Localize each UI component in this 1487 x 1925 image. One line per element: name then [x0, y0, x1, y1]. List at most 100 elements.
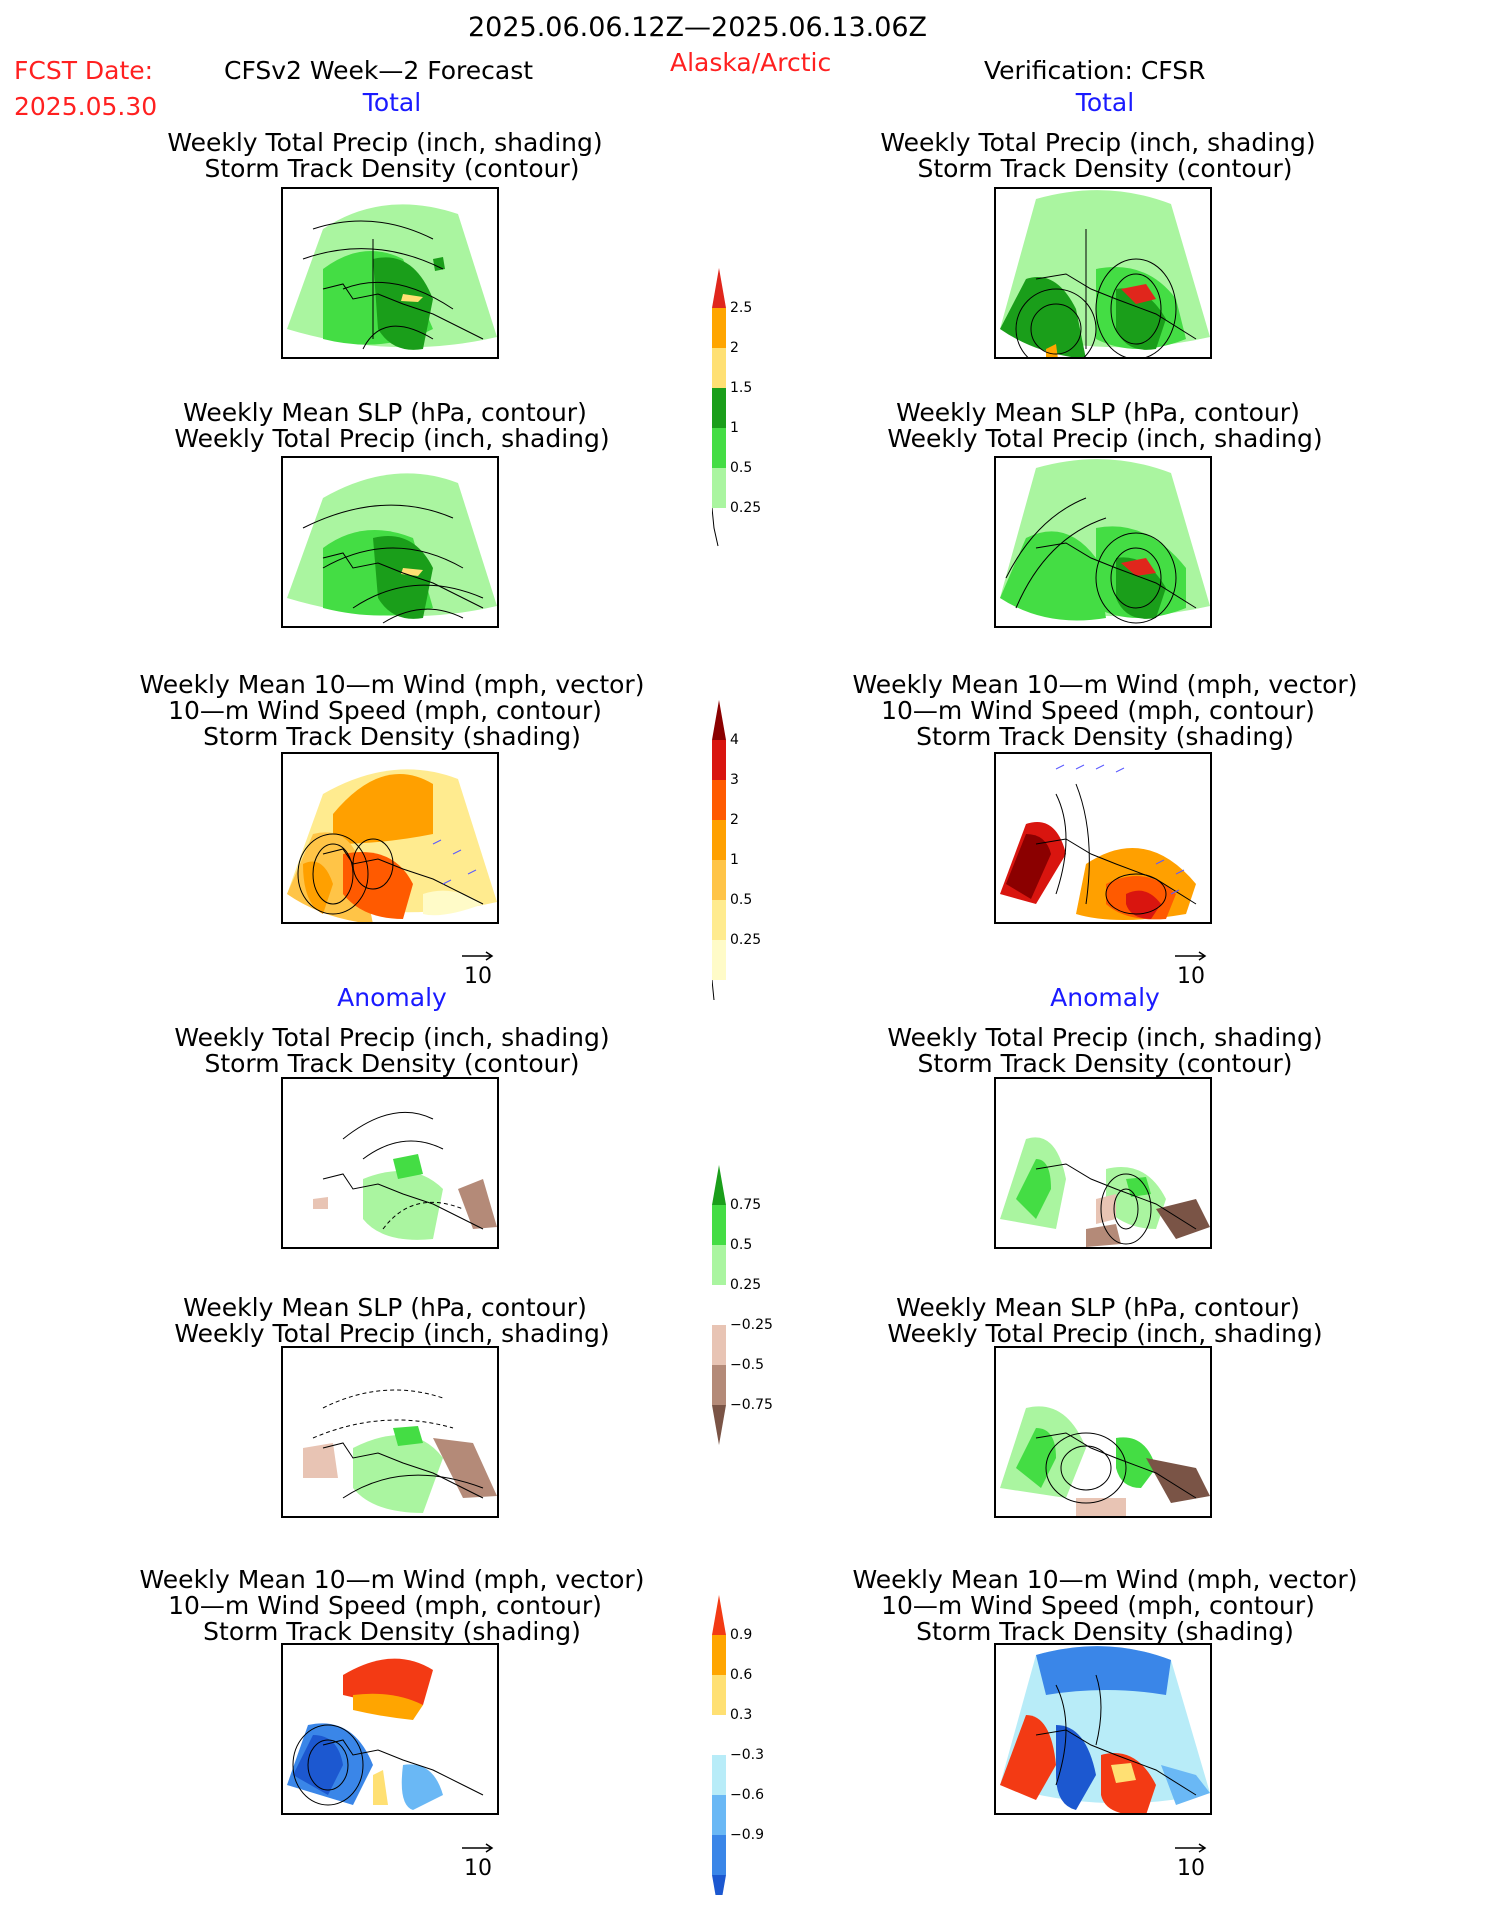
colorbar-segment [712, 1205, 726, 1245]
title-r1-left-2: Storm Track Density (contour) [204, 154, 580, 183]
fcst-label: FCST Date: [14, 56, 154, 85]
colorbar-tail [712, 507, 719, 547]
colorbar-total-precip: 2.5 2 1.5 1 0.5 0.25 [712, 268, 792, 548]
colorbar-segment [712, 1405, 726, 1445]
region-title: Alaska/Arctic [670, 48, 832, 77]
title-r1-left-1: Weekly Total Precip (inch, shading) [167, 128, 603, 157]
colorbar-tick-label: 1 [730, 852, 739, 868]
map-total-wind-verification [994, 752, 1212, 924]
colorbar-segment [712, 1635, 726, 1675]
title-r3-right-3: Storm Track Density (shading) [916, 722, 1294, 751]
section-anomaly-right: Anomaly [1050, 983, 1160, 1012]
map-anomaly-precip-forecast [281, 1077, 499, 1249]
colorbar-segment [712, 1245, 726, 1285]
colorbar-tick-label: 0.5 [730, 460, 753, 476]
colorbar-segment [712, 308, 726, 348]
colorbar-segment [712, 860, 726, 900]
colorbar-tick-label: 2 [730, 812, 739, 828]
colorbar-segment [712, 1285, 726, 1325]
colorbar-segment [712, 1325, 726, 1365]
colorbar-tick-label: −0.6 [730, 1787, 764, 1803]
colorbar-anomaly-storm-density: 0.9 0.6 0.3 −0.3 −0.6 −0.9 [712, 1595, 792, 1895]
fcst-date: 2025.05.30 [14, 92, 158, 121]
colorbar-segment [712, 1795, 726, 1835]
arrow-right-icon [462, 951, 494, 961]
colorbar-segment [712, 1365, 726, 1405]
map-total-precip-forecast [281, 187, 499, 359]
colorbar-total-storm-density: 4 3 2 1 0.5 0.25 [712, 700, 792, 1000]
title-r6-left-3: Storm Track Density (shading) [203, 1617, 581, 1646]
colorbar-segment [712, 820, 726, 860]
colorbar-tick-label: 1.5 [730, 380, 753, 396]
map-total-slp-forecast [281, 456, 499, 628]
colorbar-tick-label: −0.5 [730, 1357, 764, 1373]
title-r5-left-1: Weekly Mean SLP (hPa, contour) [183, 1293, 587, 1322]
colorbar-tick-label: 3 [730, 772, 739, 788]
map-total-precip-verification [994, 187, 1212, 359]
colorbar-tick-label: 0.75 [730, 1197, 762, 1213]
title-r3-right-1: Weekly Mean 10—m Wind (mph, vector) [852, 670, 1358, 699]
vector-ref-total-right: 10 [1171, 948, 1211, 989]
colorbar-svg [712, 268, 726, 547]
vector-ref-total-left: 10 [458, 948, 498, 989]
colorbar-tick-label: 0.25 [730, 500, 762, 516]
title-r2-right-2: Weekly Total Precip (inch, shading) [887, 424, 1323, 453]
title-r6-right-1: Weekly Mean 10—m Wind (mph, vector) [852, 1565, 1358, 1594]
colorbar-segment [712, 1165, 726, 1205]
colorbar-svg [712, 1165, 726, 1445]
vector-ref-label: 10 [1177, 964, 1205, 989]
title-r2-left-2: Weekly Total Precip (inch, shading) [174, 424, 610, 453]
colorbar-segment [712, 900, 726, 940]
colorbar-segment [712, 1675, 726, 1715]
colorbar-tail [712, 979, 715, 1000]
colorbar-segment [712, 1595, 726, 1635]
colorbar-tick-label: 2.5 [730, 300, 753, 316]
colorbar-tick-label: 4 [730, 732, 739, 748]
colorbar-segment [712, 740, 726, 780]
colorbar-tick-label: 2 [730, 340, 739, 356]
verification-title: Verification: CFSR [984, 56, 1206, 85]
title-r6-right-3: Storm Track Density (shading) [916, 1617, 1294, 1646]
colorbar-tick-label: 0.25 [730, 932, 762, 948]
colorbar-tick-label: −0.3 [730, 1747, 764, 1763]
title-r6-left-2: 10—m Wind Speed (mph, contour) [168, 1591, 602, 1620]
date-range: 2025.06.06.12Z—2025.06.13.06Z [468, 12, 928, 43]
map-total-wind-forecast [281, 752, 499, 924]
colorbar-tick-label: 1 [730, 420, 739, 436]
colorbar-segment [712, 1875, 726, 1895]
map-anomaly-slp-forecast [281, 1346, 499, 1518]
colorbar-segment [712, 780, 726, 820]
map-anomaly-slp-verification [994, 1346, 1212, 1518]
colorbar-tick-label: 0.25 [730, 1277, 762, 1293]
map-anomaly-wind-verification [994, 1643, 1212, 1815]
title-r1-right-2: Storm Track Density (contour) [917, 154, 1293, 183]
title-r1-right-1: Weekly Total Precip (inch, shading) [880, 128, 1316, 157]
vector-ref-anomaly-right: 10 [1171, 1840, 1211, 1881]
colorbar-anomaly-precip: 0.75 0.5 0.25 −0.25 −0.5 −0.75 [712, 1165, 792, 1445]
title-r6-right-2: 10—m Wind Speed (mph, contour) [881, 1591, 1315, 1620]
colorbar-segment [712, 428, 726, 468]
map-anomaly-wind-forecast [281, 1643, 499, 1815]
colorbar-svg [712, 1595, 726, 1895]
title-r5-left-2: Weekly Total Precip (inch, shading) [174, 1319, 610, 1348]
arrow-right-icon [1175, 951, 1207, 961]
title-r3-left-1: Weekly Mean 10—m Wind (mph, vector) [139, 670, 645, 699]
title-r2-left-1: Weekly Mean SLP (hPa, contour) [183, 398, 587, 427]
colorbar-tick-label: −0.75 [730, 1397, 773, 1413]
title-r4-left-1: Weekly Total Precip (inch, shading) [174, 1023, 610, 1052]
colorbar-tick-label: 0.5 [730, 892, 753, 908]
colorbar-segment [712, 1755, 726, 1795]
colorbar-svg [712, 700, 726, 1000]
section-total-left: Total [362, 88, 422, 117]
colorbar-tick-label: −0.9 [730, 1827, 764, 1843]
model-title: CFSv2 Week—2 Forecast [224, 56, 534, 85]
colorbar-tick-label: 0.5 [730, 1237, 753, 1253]
colorbar-tick-label: 0.6 [730, 1667, 753, 1683]
title-r5-right-2: Weekly Total Precip (inch, shading) [887, 1319, 1323, 1348]
vector-ref-label: 10 [464, 964, 492, 989]
title-r3-left-2: 10—m Wind Speed (mph, contour) [168, 696, 602, 725]
colorbar-segment [712, 1715, 726, 1755]
title-r3-right-2: 10—m Wind Speed (mph, contour) [881, 696, 1315, 725]
colorbar-tick-label: 0.3 [730, 1707, 753, 1723]
vector-ref-anomaly-left: 10 [458, 1840, 498, 1881]
